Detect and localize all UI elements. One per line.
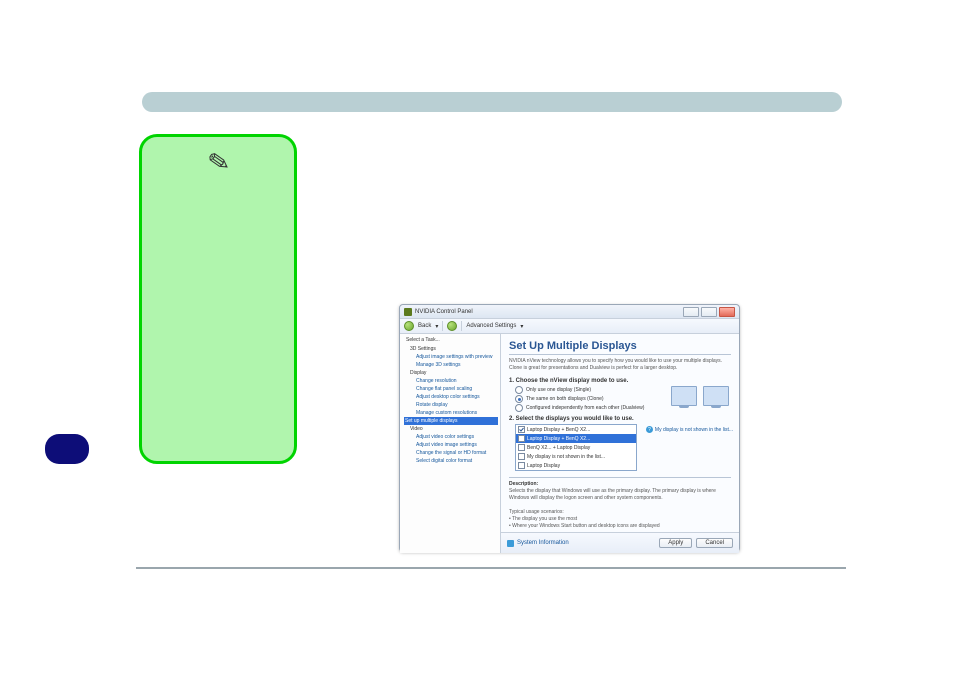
sidebar-item[interactable]: 3D Settings bbox=[404, 345, 500, 353]
sidebar-item[interactable]: Manage custom resolutions bbox=[404, 409, 500, 417]
sidebar-item[interactable]: Change flat panel scaling bbox=[404, 385, 500, 393]
sidebar-item[interactable]: Adjust image settings with preview bbox=[404, 353, 500, 361]
monitor-icon bbox=[671, 386, 697, 406]
sidebar-item[interactable]: Rotate display bbox=[404, 401, 500, 409]
usage-item: • The display you use the most bbox=[509, 516, 577, 522]
pen-icon: ✎ bbox=[205, 145, 232, 179]
advanced-settings[interactable]: Advanced Settings bbox=[466, 323, 516, 329]
maximize-button[interactable] bbox=[701, 307, 717, 317]
description-body: Selects the display that Windows will us… bbox=[509, 488, 716, 501]
cancel-button[interactable]: Cancel bbox=[696, 538, 733, 548]
task-sidebar: Select a Task... 3D SettingsAdjust image… bbox=[400, 334, 501, 553]
forward-icon[interactable] bbox=[447, 321, 457, 331]
step1-label: 1. Choose the nView display mode to use. bbox=[509, 378, 731, 384]
info-icon bbox=[507, 540, 514, 547]
nvidia-icon bbox=[404, 308, 412, 316]
main-heading: Set Up Multiple Displays bbox=[509, 340, 731, 355]
usage-head: Typical usage scenarios: bbox=[509, 509, 564, 515]
not-shown-link[interactable]: ?My display is not shown in the list... bbox=[646, 426, 733, 433]
sidebar-item[interactable]: Adjust video color settings bbox=[404, 433, 500, 441]
description-head: Description: bbox=[509, 481, 538, 487]
sidebar-item[interactable]: Adjust desktop color settings bbox=[404, 393, 500, 401]
display-list-item[interactable]: My display is not shown in the list... bbox=[516, 452, 636, 461]
window-titlebar: NVIDIA Control Panel bbox=[400, 305, 739, 319]
note-callout: ✎ bbox=[139, 134, 297, 464]
main-description: NVIDIA nView technology allows you to sp… bbox=[509, 358, 731, 372]
footer-rule bbox=[136, 567, 846, 569]
page-badge bbox=[45, 434, 89, 464]
minimize-button[interactable] bbox=[683, 307, 699, 317]
header-bar bbox=[142, 92, 842, 112]
display-list-item[interactable]: Laptop Display + BenQ X2... bbox=[516, 425, 636, 434]
display-list-item[interactable]: BenQ X2... + Laptop Display bbox=[516, 443, 636, 452]
sidebar-item[interactable]: Display bbox=[404, 369, 500, 377]
window-title: NVIDIA Control Panel bbox=[415, 309, 681, 315]
toolbar: Back ▾ Advanced Settings ▾ bbox=[400, 319, 739, 334]
sidebar-item[interactable]: Select digital color format bbox=[404, 457, 500, 465]
sidebar-item[interactable]: Set up multiple displays bbox=[404, 417, 498, 425]
nvidia-control-panel-window: NVIDIA Control Panel Back ▾ Advanced Set… bbox=[399, 304, 740, 552]
sidebar-header: Select a Task... bbox=[404, 337, 500, 343]
sidebar-item[interactable]: Adjust video image settings bbox=[404, 441, 500, 449]
sidebar-item[interactable]: Manage 3D settings bbox=[404, 361, 500, 369]
window-footer: System Information Apply Cancel bbox=[501, 532, 739, 553]
main-panel: Set Up Multiple Displays NVIDIA nView te… bbox=[501, 334, 739, 553]
system-information-link[interactable]: System Information bbox=[507, 540, 569, 547]
sidebar-item[interactable]: Change resolution bbox=[404, 377, 500, 385]
monitor-icon bbox=[703, 386, 729, 406]
usage-item: • Where your Windows Start button and de… bbox=[509, 523, 660, 529]
display-listbox[interactable]: Laptop Display + BenQ X2...Laptop Displa… bbox=[515, 424, 637, 471]
back-icon[interactable] bbox=[404, 321, 414, 331]
back-label[interactable]: Back bbox=[418, 323, 431, 329]
monitor-preview bbox=[671, 386, 729, 406]
apply-button[interactable]: Apply bbox=[659, 538, 692, 548]
step2-label: 2. Select the displays you would like to… bbox=[509, 416, 731, 422]
close-button[interactable] bbox=[719, 307, 735, 317]
help-icon: ? bbox=[646, 426, 653, 433]
display-list-item[interactable]: Laptop Display + BenQ X2... bbox=[516, 434, 636, 443]
display-list-item[interactable]: Laptop Display bbox=[516, 461, 636, 470]
sidebar-item[interactable]: Change the signal or HD format bbox=[404, 449, 500, 457]
sidebar-item[interactable]: Video bbox=[404, 425, 500, 433]
